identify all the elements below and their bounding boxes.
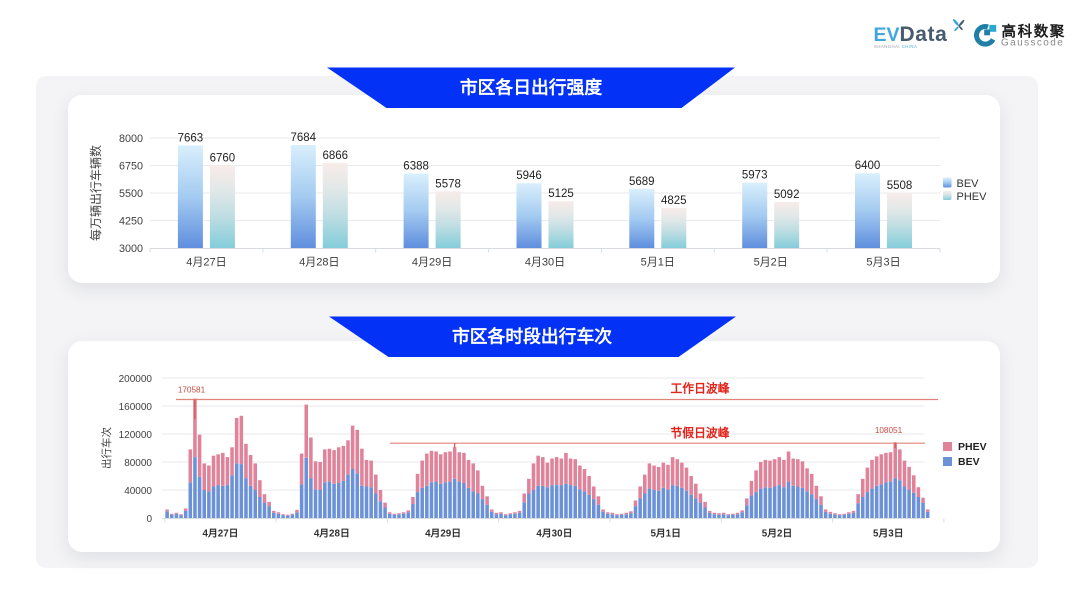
- svg-text:4月30日: 4月30日: [525, 257, 565, 269]
- svg-text:40000: 40000: [124, 486, 152, 497]
- svg-text:6750: 6750: [119, 161, 143, 173]
- svg-text:4825: 4825: [661, 195, 687, 207]
- svg-text:4月28日: 4月28日: [299, 257, 339, 269]
- svg-text:高科数聚: 高科数聚: [1002, 23, 1066, 41]
- svg-text:6388: 6388: [403, 161, 429, 173]
- svg-text:市区各时段出行车次: 市区各时段出行车次: [452, 326, 612, 347]
- svg-text:5125: 5125: [548, 188, 574, 200]
- svg-text:每万辆出行车辆数: 每万辆出行车辆数: [88, 145, 103, 241]
- svg-text:80000: 80000: [124, 458, 152, 469]
- svg-text:6866: 6866: [323, 150, 349, 162]
- svg-text:节假日波峰: 节假日波峰: [671, 426, 730, 440]
- svg-text:5月1日: 5月1日: [650, 528, 681, 540]
- svg-text:6760: 6760: [210, 152, 236, 164]
- svg-text:PHEV: PHEV: [957, 191, 988, 203]
- svg-text:BEV: BEV: [958, 456, 980, 468]
- svg-text:5月2日: 5月2日: [762, 528, 793, 540]
- svg-text:市区各日出行强度: 市区各日出行强度: [460, 77, 602, 98]
- svg-text:工作日波峰: 工作日波峰: [671, 382, 730, 396]
- svg-text:5月3日: 5月3日: [873, 528, 904, 540]
- svg-text:5973: 5973: [742, 170, 768, 182]
- svg-text:SHANGHAI CHINA: SHANGHAI CHINA: [874, 44, 917, 49]
- svg-text:5月3日: 5月3日: [866, 257, 900, 269]
- svg-text:5508: 5508: [887, 180, 913, 192]
- svg-text:5578: 5578: [435, 178, 461, 190]
- svg-text:5946: 5946: [516, 170, 542, 182]
- svg-text:5月1日: 5月1日: [641, 257, 675, 269]
- svg-text:4月29日: 4月29日: [425, 528, 461, 540]
- svg-text:5500: 5500: [119, 188, 143, 200]
- svg-text:7684: 7684: [291, 132, 317, 144]
- svg-text:4250: 4250: [119, 216, 143, 228]
- svg-text:4月27日: 4月27日: [203, 528, 239, 540]
- svg-text:8000: 8000: [119, 133, 143, 145]
- svg-text:108051: 108051: [875, 426, 903, 435]
- svg-text:5092: 5092: [774, 189, 800, 201]
- svg-text:170581: 170581: [178, 386, 206, 395]
- svg-text:200000: 200000: [119, 374, 153, 385]
- svg-text:7663: 7663: [178, 132, 204, 144]
- svg-text:4月27日: 4月27日: [186, 257, 226, 269]
- svg-text:5689: 5689: [629, 176, 655, 188]
- svg-text:EV: EV: [874, 24, 900, 46]
- svg-text:4月28日: 4月28日: [314, 528, 350, 540]
- svg-text:Data: Data: [900, 23, 948, 46]
- svg-text:0: 0: [146, 514, 152, 525]
- svg-text:6400: 6400: [855, 160, 881, 172]
- svg-text:5月2日: 5月2日: [754, 257, 788, 269]
- svg-text:出行车次: 出行车次: [100, 427, 113, 469]
- svg-text:Gausscode: Gausscode: [1001, 38, 1064, 49]
- svg-text:BEV: BEV: [957, 178, 980, 190]
- svg-text:120000: 120000: [119, 430, 153, 441]
- svg-text:3000: 3000: [119, 243, 143, 255]
- svg-text:160000: 160000: [119, 402, 153, 413]
- svg-text:4月29日: 4月29日: [412, 257, 452, 269]
- svg-text:4月30日: 4月30日: [536, 528, 572, 540]
- svg-text:PHEV: PHEV: [958, 441, 987, 453]
